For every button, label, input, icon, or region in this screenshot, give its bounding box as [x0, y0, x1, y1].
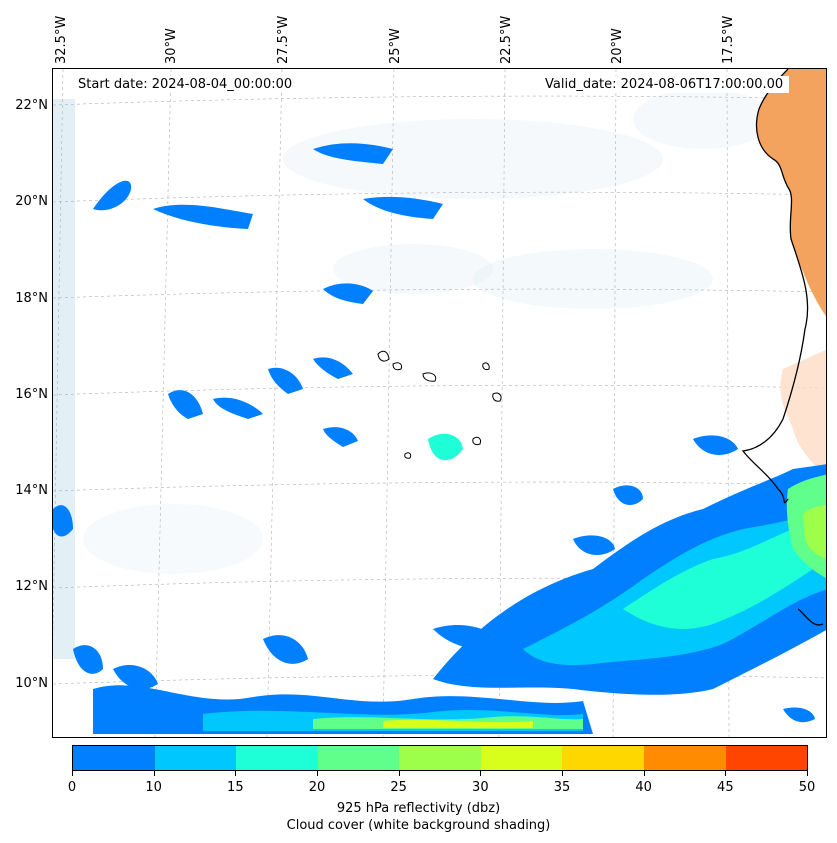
- colorbar-segment: [236, 746, 318, 770]
- colorbar-title: 925 hPa reflectivity (dbz): [336, 801, 501, 816]
- colorbar-tick-mark: [72, 771, 73, 776]
- lon-label-17-5w: 17.5°W: [721, 15, 736, 64]
- cloud-band-west: [53, 99, 75, 659]
- cape-verde-islands: [377, 350, 502, 459]
- cloud-patch-center: [333, 244, 493, 294]
- colorbar-segment: [725, 746, 808, 770]
- lon-label-22-5w: 22.5°W: [499, 15, 514, 64]
- cloud-patch-southwest: [83, 504, 263, 574]
- lat-label-12n: 12°N: [15, 579, 48, 594]
- colorbar-subtitle: Cloud cover (white background shading): [286, 818, 551, 833]
- lon-label-30w: 30°W: [164, 28, 179, 64]
- colorbar-segment: [562, 746, 644, 770]
- colorbar-tick-label: 40: [635, 780, 652, 795]
- lat-label-10n: 10°N: [15, 676, 48, 691]
- colorbar-tick-label: 15: [227, 780, 244, 795]
- map-panel[interactable]: [52, 68, 827, 738]
- colorbar-tick-label: 10: [145, 780, 162, 795]
- valid-date-label: Valid_date: 2024-08-06T17:00:00.00: [539, 76, 790, 93]
- colorbar-tick-mark: [480, 771, 482, 776]
- lon-label-25w: 25°W: [388, 28, 403, 64]
- lat-label-14n: 14°N: [15, 483, 48, 498]
- colorbar-tick-label: 50: [798, 780, 816, 795]
- colorbar-segment: [154, 746, 237, 770]
- lat-label-20n: 20°N: [15, 194, 48, 209]
- colorbar-tick-mark: [643, 771, 645, 776]
- colorbar-tick-label: 25: [390, 780, 407, 795]
- colorbar-tick-mark: [153, 771, 155, 776]
- colorbar-tick-mark: [398, 771, 400, 776]
- colorbar-segment: [643, 746, 726, 770]
- colorbar-segment: [399, 746, 481, 770]
- colorbar-tick-label: 35: [553, 780, 571, 795]
- reflectivity-colorbar: [72, 745, 808, 771]
- lat-label-18n: 18°N: [15, 291, 48, 306]
- cloud-patch-north: [283, 119, 663, 199]
- lon-label-27-5w: 27.5°W: [276, 15, 291, 64]
- map-canvas: [53, 69, 826, 737]
- lat-label-16n: 16°N: [15, 387, 48, 402]
- colorbar-tick-mark: [807, 771, 808, 776]
- colorbar-tick-label: 20: [308, 780, 326, 795]
- colorbar-segment: [73, 746, 155, 770]
- cloud-patch-northeast: [633, 89, 773, 149]
- colorbar-tick-mark: [562, 771, 563, 776]
- coastline: [741, 69, 824, 626]
- colorbar-tick-mark: [725, 771, 727, 776]
- lat-label-22n: 22°N: [15, 98, 48, 113]
- reflectivity-southeast: [433, 464, 826, 695]
- colorbar-tick-mark: [235, 771, 237, 776]
- lon-label-20w: 20°W: [610, 28, 625, 64]
- reflectivity-scattered-cells: [53, 143, 815, 723]
- cloud-patch-center-east: [473, 249, 713, 309]
- colorbar-tick-label: 30: [472, 780, 489, 795]
- start-date-label: Start date: 2024-08-04_00:00:00: [72, 76, 299, 93]
- africa-land: [756, 69, 826, 477]
- colorbar-tick-mark: [317, 771, 318, 776]
- colorbar-tick-label: 0: [67, 780, 77, 795]
- colorbar-tick-label: 45: [717, 780, 734, 795]
- colorbar-segment: [317, 746, 400, 770]
- colorbar-segment: [480, 746, 563, 770]
- lon-label-32-5w: 32.5°W: [54, 15, 69, 64]
- reflectivity-south: [93, 685, 593, 734]
